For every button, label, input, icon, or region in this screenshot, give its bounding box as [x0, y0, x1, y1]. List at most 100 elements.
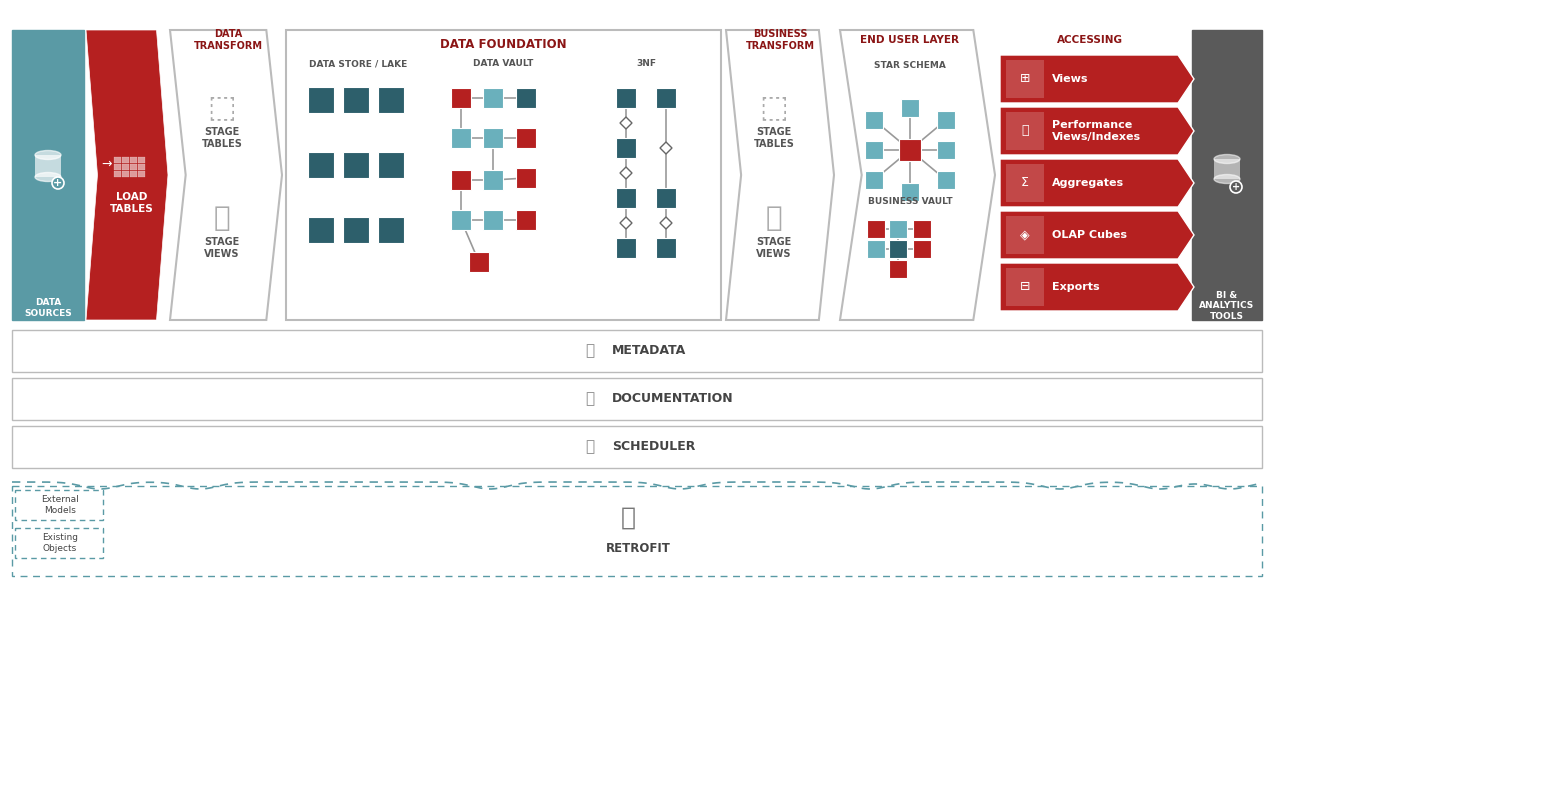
Bar	[308, 87, 335, 113]
Text: +: +	[1232, 182, 1239, 192]
Bar	[343, 87, 369, 113]
Text: Aggregates: Aggregates	[1053, 178, 1124, 188]
Bar	[483, 128, 503, 148]
Bar	[1006, 60, 1045, 98]
Polygon shape	[839, 30, 995, 320]
Bar	[898, 139, 922, 161]
Polygon shape	[1000, 55, 1194, 103]
Bar	[867, 220, 884, 238]
Text: STAGE
TABLES: STAGE TABLES	[754, 127, 794, 149]
Text: ⎘: ⎘	[585, 343, 595, 358]
Bar	[308, 152, 335, 178]
Text: LOADING: LOADING	[109, 303, 154, 313]
Bar	[378, 152, 403, 178]
Text: Σ: Σ	[1021, 177, 1029, 189]
Text: STAR SCHEMA: STAR SCHEMA	[873, 61, 947, 71]
Bar	[343, 152, 369, 178]
Ellipse shape	[1214, 174, 1239, 183]
Bar	[912, 240, 931, 258]
Text: ⎘: ⎘	[585, 391, 595, 406]
Polygon shape	[1000, 107, 1194, 155]
Bar	[12, 486, 1263, 576]
Bar	[483, 88, 503, 108]
Bar	[866, 141, 883, 159]
Polygon shape	[1000, 159, 1194, 207]
Circle shape	[51, 177, 64, 189]
Bar	[378, 87, 403, 113]
Bar	[1006, 164, 1045, 202]
Circle shape	[1230, 181, 1242, 193]
Bar	[866, 171, 883, 189]
Polygon shape	[170, 30, 282, 320]
Text: Existing
Objects: Existing Objects	[42, 533, 78, 553]
Text: External
Models: External Models	[40, 495, 79, 515]
Bar	[16, 528, 103, 558]
Bar	[867, 240, 884, 258]
Text: END USER LAYER: END USER LAYER	[859, 35, 959, 45]
Polygon shape	[1000, 211, 1194, 259]
Bar	[452, 170, 472, 190]
Bar	[1193, 30, 1263, 320]
Bar	[452, 210, 472, 230]
Bar	[343, 217, 369, 243]
Polygon shape	[1000, 263, 1194, 311]
Bar	[121, 164, 129, 170]
Polygon shape	[620, 217, 632, 229]
Ellipse shape	[34, 150, 61, 160]
Polygon shape	[660, 142, 673, 154]
Bar	[16, 490, 103, 520]
Bar	[515, 210, 536, 230]
Text: ⧉: ⧉	[1021, 124, 1029, 138]
Text: BUSINESS
TRANSFORM: BUSINESS TRANSFORM	[746, 29, 814, 51]
Text: 3NF: 3NF	[635, 60, 655, 68]
Bar	[121, 157, 129, 163]
Bar	[617, 238, 635, 258]
Text: →: →	[101, 157, 112, 171]
Bar	[139, 164, 145, 170]
Text: ◈: ◈	[1020, 229, 1029, 241]
Bar	[308, 217, 335, 243]
Text: STAGE
TABLES: STAGE TABLES	[201, 127, 243, 149]
Text: DATA
SOURCES: DATA SOURCES	[23, 299, 72, 318]
Text: +: +	[53, 178, 62, 188]
Bar	[12, 30, 84, 320]
Text: ⬚: ⬚	[207, 94, 237, 123]
Bar	[617, 88, 635, 108]
Text: BI &
ANALYTICS
TOOLS: BI & ANALYTICS TOOLS	[1199, 291, 1255, 321]
Bar	[139, 157, 145, 163]
Bar	[34, 155, 61, 177]
Bar	[12, 426, 1263, 468]
Bar	[655, 188, 676, 208]
Bar	[12, 330, 1263, 372]
Text: SCHEDULER: SCHEDULER	[612, 440, 696, 454]
Bar	[889, 260, 908, 278]
Bar	[866, 111, 883, 129]
Bar	[114, 164, 121, 170]
Text: Performance
Views/Indexes: Performance Views/Indexes	[1053, 120, 1141, 141]
Ellipse shape	[1214, 155, 1239, 163]
Bar	[378, 217, 403, 243]
Ellipse shape	[34, 172, 61, 182]
Bar	[452, 128, 472, 148]
Text: DATA FOUNDATION: DATA FOUNDATION	[441, 38, 567, 50]
Text: DATA
TRANSFORM: DATA TRANSFORM	[193, 29, 263, 51]
Text: OLAP Cubes: OLAP Cubes	[1053, 230, 1127, 240]
Bar	[114, 157, 121, 163]
Text: DATA STORE / LAKE: DATA STORE / LAKE	[308, 60, 406, 68]
Bar	[286, 30, 721, 320]
Bar	[1006, 112, 1045, 150]
Bar	[1214, 159, 1239, 179]
Bar	[655, 238, 676, 258]
Bar	[129, 171, 137, 177]
Bar	[937, 171, 954, 189]
Text: LOAD
TABLES: LOAD TABLES	[111, 193, 154, 214]
Bar	[12, 378, 1263, 420]
Bar	[655, 88, 676, 108]
Text: STAGE
VIEWS: STAGE VIEWS	[204, 237, 240, 259]
Bar	[1006, 216, 1045, 254]
Text: RETROFIT: RETROFIT	[606, 542, 671, 554]
Bar	[114, 171, 121, 177]
Bar	[515, 168, 536, 188]
Bar	[902, 99, 919, 117]
Bar	[121, 171, 129, 177]
